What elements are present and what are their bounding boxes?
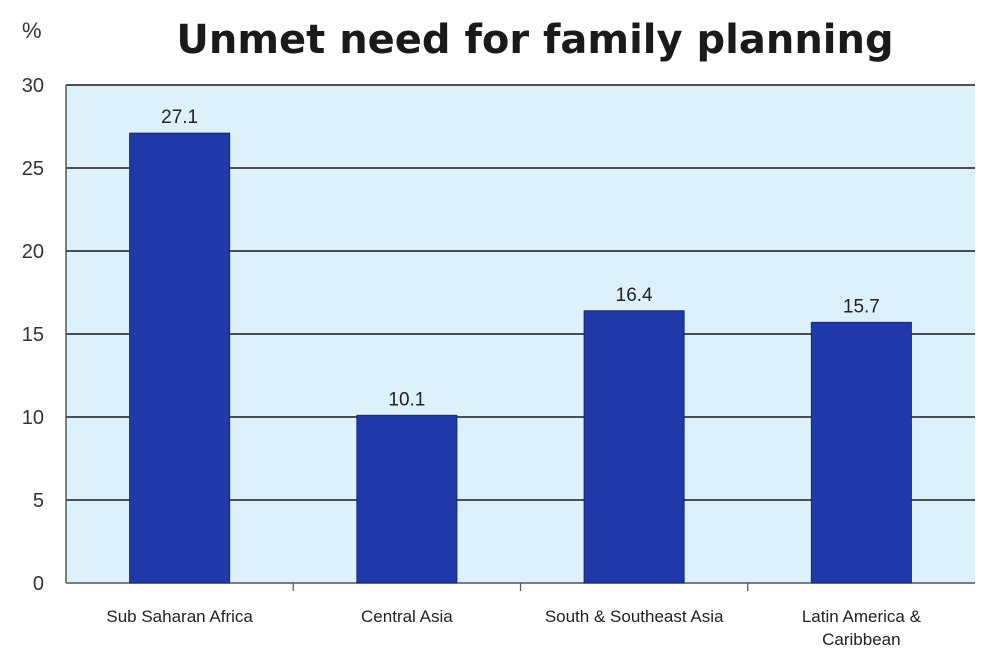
data-label: 15.7	[843, 296, 880, 317]
bar	[810, 321, 912, 584]
x-tick-label: Central Asia	[361, 607, 453, 626]
y-axis-label: %	[22, 18, 42, 43]
data-label: 10.1	[388, 389, 425, 410]
x-tick-label: Sub Saharan Africa	[106, 607, 253, 626]
y-tick-label: 15	[22, 324, 44, 346]
y-tick-label: 30	[22, 75, 44, 97]
bar	[583, 310, 685, 584]
y-tick-label: 10	[22, 407, 44, 429]
y-tick-label: 25	[22, 158, 44, 180]
y-tick-label: 20	[22, 241, 44, 263]
x-tick-label: South & Southeast Asia	[545, 607, 724, 626]
chart-title: Unmet need for family planning	[176, 17, 893, 63]
y-tick-label: 0	[33, 573, 44, 595]
x-tick-label: Latin America & Caribbean	[802, 607, 922, 649]
data-label: 16.4	[616, 285, 653, 306]
y-tick-label: 5	[33, 490, 44, 512]
bar	[356, 414, 458, 584]
data-label: 27.1	[161, 107, 198, 128]
bar	[129, 132, 231, 584]
